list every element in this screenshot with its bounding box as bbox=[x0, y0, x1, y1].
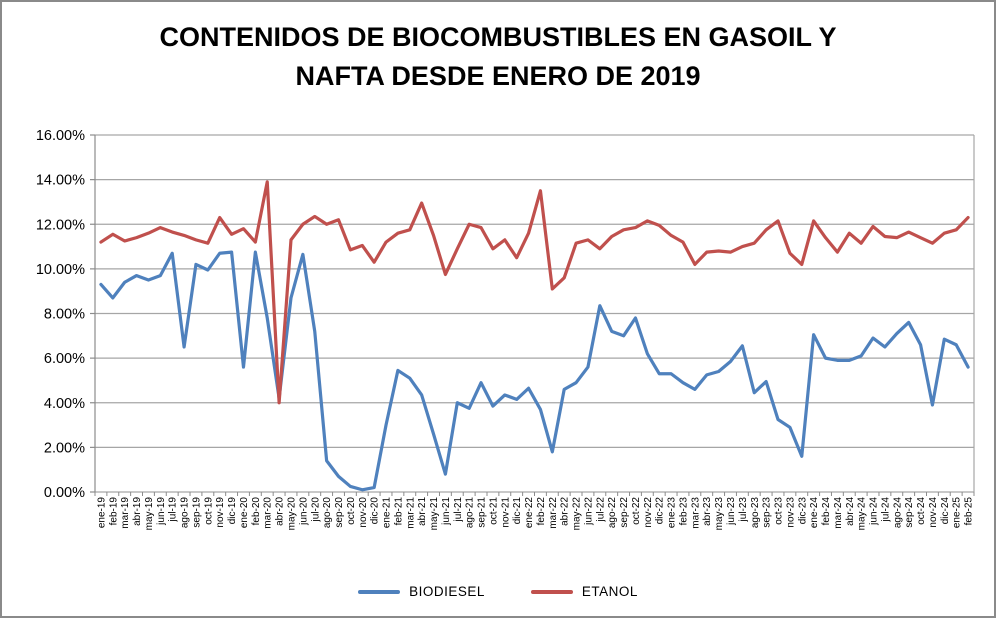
x-tick-label: feb-21 bbox=[393, 497, 404, 526]
x-tick-label: feb-24 bbox=[821, 497, 832, 526]
x-tick-label: abr-21 bbox=[417, 497, 428, 526]
x-tick-label: ene-21 bbox=[382, 497, 393, 529]
x-tick-label: mar-24 bbox=[833, 497, 844, 529]
x-tick-label: nov-19 bbox=[215, 497, 226, 528]
x-tick-label: feb-25 bbox=[964, 497, 975, 526]
x-tick-label: may-20 bbox=[286, 497, 297, 531]
x-tick-label: jun-24 bbox=[869, 497, 880, 526]
y-tick-label: 12.00% bbox=[36, 217, 85, 233]
x-tick-label: ene-22 bbox=[524, 497, 535, 529]
series-line-biodiesel bbox=[99, 250, 970, 492]
chart-legend: BIODIESEL ETANOL bbox=[2, 584, 994, 599]
x-tick-label: jul-24 bbox=[880, 497, 891, 523]
x-tick-label: nov-22 bbox=[643, 497, 654, 528]
x-tick-label: jul-21 bbox=[453, 497, 464, 523]
x-tick-label: nov-20 bbox=[358, 497, 369, 528]
x-tick-label: abr-20 bbox=[275, 497, 286, 526]
x-tick-label: jul-22 bbox=[595, 497, 606, 523]
x-tick-label: may-22 bbox=[572, 497, 583, 531]
legend-label-etanol: ETANOL bbox=[581, 584, 638, 599]
x-tick-label: feb-19 bbox=[108, 497, 119, 526]
x-tick-label: nov-21 bbox=[500, 497, 511, 528]
x-tick-label: oct-22 bbox=[631, 497, 642, 525]
etanol-line-swatch bbox=[530, 589, 573, 594]
x-tick-label: jun-22 bbox=[583, 497, 594, 526]
x-tick-label: may-24 bbox=[857, 497, 868, 531]
x-tick-label: jul-19 bbox=[168, 497, 179, 523]
series-line-etanol bbox=[99, 180, 970, 405]
x-tick-label: feb-22 bbox=[536, 497, 547, 526]
x-tick-label: oct-21 bbox=[488, 497, 499, 525]
legend-item-biodiesel: BIODIESEL bbox=[358, 584, 485, 599]
x-tick-label: ago-19 bbox=[180, 497, 191, 529]
x-tick-label: jun-19 bbox=[156, 497, 167, 526]
x-tick-label: jul-20 bbox=[310, 497, 321, 523]
x-tick-label: ago-21 bbox=[465, 497, 476, 529]
x-tick-label: mar-23 bbox=[690, 497, 701, 529]
x-tick-label: mar-20 bbox=[263, 497, 274, 529]
y-tick-label: 10.00% bbox=[36, 262, 85, 278]
x-tick-label: dic-20 bbox=[370, 497, 381, 525]
x-tick-label: feb-20 bbox=[251, 497, 262, 526]
x-tick-label: ago-23 bbox=[750, 497, 761, 529]
x-tick-label: oct-19 bbox=[203, 497, 214, 525]
x-tick-label: may-21 bbox=[429, 497, 440, 531]
x-tick-label: sep-19 bbox=[191, 497, 202, 528]
x-tick-label: ago-20 bbox=[322, 497, 333, 529]
x-tick-label: ene-23 bbox=[667, 497, 678, 529]
y-tick-label: 4.00% bbox=[44, 396, 85, 412]
x-tick-label: dic-19 bbox=[227, 497, 238, 525]
x-tick-label: may-23 bbox=[714, 497, 725, 531]
x-tick-label: jun-20 bbox=[298, 497, 309, 526]
x-tick-label: dic-23 bbox=[797, 497, 808, 525]
legend-label-biodiesel: BIODIESEL bbox=[409, 584, 485, 599]
x-tick-label: dic-21 bbox=[512, 497, 523, 525]
x-tick-label: abr-23 bbox=[702, 497, 713, 526]
x-tick-label: jun-21 bbox=[441, 497, 452, 526]
x-tick-label: sep-24 bbox=[904, 497, 915, 528]
x-tick-label: dic-22 bbox=[655, 497, 666, 525]
x-tick-label: sep-22 bbox=[619, 497, 630, 528]
x-tick-label: jun-23 bbox=[726, 497, 737, 526]
x-tick-label: abr-22 bbox=[560, 497, 571, 526]
x-tick-label: ene-24 bbox=[809, 497, 820, 529]
x-tick-label: mar-22 bbox=[548, 497, 559, 529]
y-tick-label: 8.00% bbox=[44, 307, 85, 323]
x-tick-label: ago-22 bbox=[607, 497, 618, 529]
x-tick-label: sep-21 bbox=[477, 497, 488, 528]
x-tick-label: ago-24 bbox=[892, 497, 903, 529]
legend-item-etanol: ETANOL bbox=[530, 584, 638, 599]
x-tick-label: ene-19 bbox=[96, 497, 107, 529]
x-tick-label: nov-24 bbox=[928, 497, 939, 528]
x-tick-label: feb-23 bbox=[678, 497, 689, 526]
x-tick-label: mar-19 bbox=[120, 497, 131, 529]
x-tick-label: oct-24 bbox=[916, 497, 927, 525]
x-tick-label: sep-20 bbox=[334, 497, 345, 528]
x-tick-label: ene-20 bbox=[239, 497, 250, 529]
chart-title-line-2: NAFTA DESDE ENERO DE 2019 bbox=[295, 61, 701, 92]
x-tick-label: oct-23 bbox=[774, 497, 785, 525]
biodiesel-line-swatch bbox=[358, 589, 401, 594]
y-tick-label: 14.00% bbox=[36, 173, 85, 189]
y-tick-label: 0.00% bbox=[44, 485, 85, 501]
x-tick-label: oct-20 bbox=[346, 497, 357, 525]
x-tick-label: dic-24 bbox=[940, 497, 951, 525]
y-tick-label: 6.00% bbox=[44, 351, 85, 367]
x-tick-label: sep-23 bbox=[762, 497, 773, 528]
chart-title: CONTENIDOS DE BIOCOMBUSTIBLES EN GASOIL … bbox=[2, 18, 994, 96]
y-tick-label: 16.00% bbox=[36, 128, 85, 144]
x-tick-label: jul-23 bbox=[738, 497, 749, 523]
y-tick-label: 2.00% bbox=[44, 440, 85, 456]
x-tick-label: abr-24 bbox=[845, 497, 856, 526]
x-tick-label: may-19 bbox=[144, 497, 155, 531]
x-tick-label: nov-23 bbox=[785, 497, 796, 528]
x-tick-label: abr-19 bbox=[132, 497, 143, 526]
x-tick-label: ene-25 bbox=[952, 497, 963, 529]
chart-title-line-1: CONTENIDOS DE BIOCOMBUSTIBLES EN GASOIL … bbox=[159, 22, 837, 52]
x-tick-label: mar-21 bbox=[405, 497, 416, 529]
